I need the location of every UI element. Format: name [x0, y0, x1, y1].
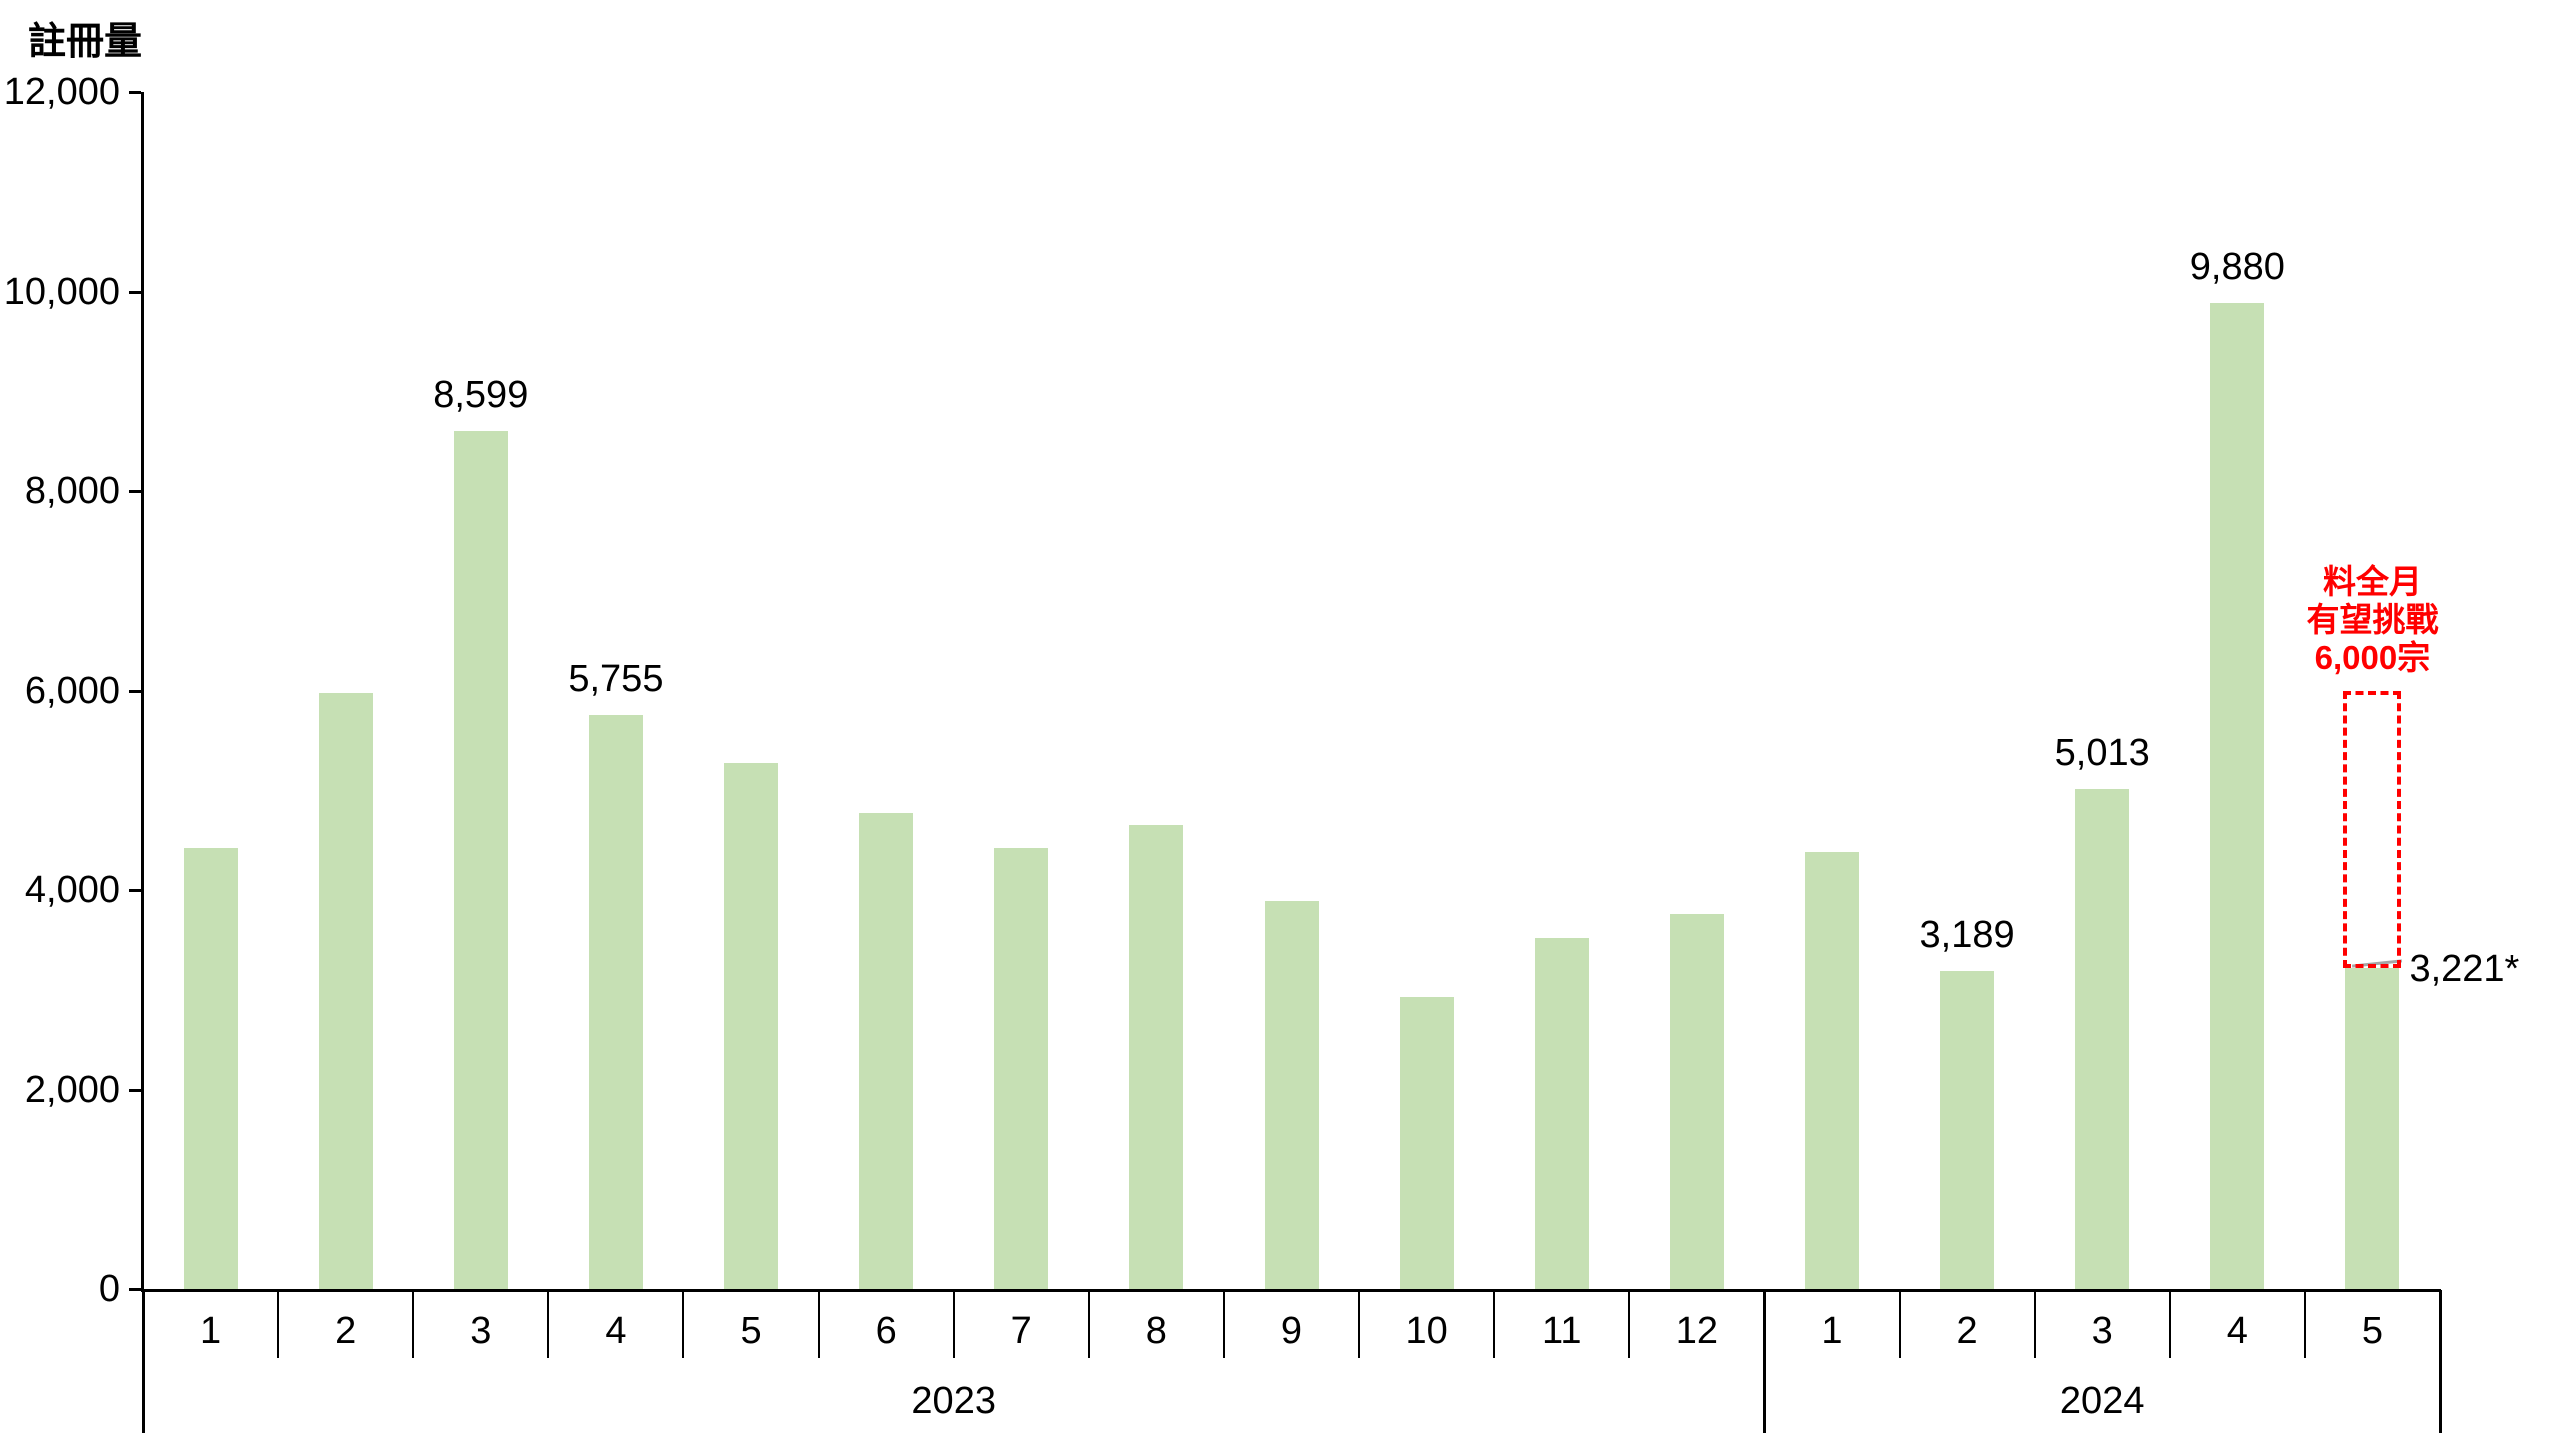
bar-2023-7: [994, 848, 1049, 1289]
forecast-annotation-text: 料全月 有望挑戰 6,000宗: [2306, 562, 2439, 676]
y-axis-tick: [129, 1088, 141, 1092]
forecast-dashed-box: [2343, 690, 2402, 968]
x-axis-month-label: 1: [199, 1310, 222, 1352]
x-axis-month-label: 6: [875, 1310, 897, 1352]
y-axis-tick: [129, 290, 141, 294]
x-axis-month-label: 11: [1542, 1310, 1582, 1352]
y-axis-tick: [129, 91, 141, 94]
y-axis-line: [141, 92, 144, 1292]
bar-2023-8: [1129, 825, 1184, 1289]
x-axis-month-label: 3: [2091, 1310, 2113, 1352]
data-label-2024-3: 5,013: [2054, 731, 2150, 774]
bar-2023-12: [1669, 913, 1724, 1289]
bar-2024-4: [2210, 303, 2265, 1289]
bar-2023-9: [1264, 900, 1319, 1289]
x-axis-month-label: 2: [335, 1310, 357, 1352]
month-divider: [547, 1290, 550, 1358]
x-axis-month-label: 1: [1821, 1310, 1843, 1352]
bar-2023-5: [724, 763, 779, 1289]
month-divider: [1493, 1290, 1496, 1358]
bar-2024-3: [2075, 788, 2130, 1289]
month-divider: [817, 1290, 820, 1358]
month-divider: [682, 1290, 685, 1358]
x-axis-month-label: 4: [2226, 1310, 2248, 1352]
year-boundary-line: [2438, 1290, 2442, 1433]
bar-2024-2: [1940, 970, 1995, 1289]
data-label-2024-4: 9,880: [2189, 246, 2285, 289]
x-axis-year-label-2023: 2023: [911, 1380, 996, 1422]
data-label-2023-3: 8,599: [433, 374, 529, 417]
x-axis-month-label: 2: [1956, 1310, 1978, 1352]
y-axis-tick: [129, 490, 141, 493]
bar-2023-11: [1534, 937, 1589, 1289]
month-divider: [1222, 1290, 1225, 1358]
y-axis-tick-label: 4,000: [24, 869, 120, 911]
x-axis-month-label: 3: [470, 1310, 492, 1352]
bar-2023-4: [588, 714, 643, 1289]
month-divider: [2168, 1290, 2171, 1358]
bar-2023-3: [453, 431, 508, 1289]
x-axis-month-label: 5: [2361, 1310, 2383, 1352]
bar-2023-2: [318, 692, 373, 1289]
data-label-2024-5: 3,221*: [2409, 947, 2520, 990]
year-boundary-line: [1762, 1290, 1766, 1433]
bar-2023-1: [183, 848, 238, 1289]
y-axis-tick: [129, 689, 141, 693]
month-divider: [277, 1290, 280, 1358]
bar-2024-5: [2345, 967, 2400, 1289]
y-axis-tick-label: 12,000: [3, 71, 120, 113]
y-axis-tick-label: 10,000: [3, 270, 120, 313]
x-axis-line: [141, 1289, 2441, 1292]
x-axis-year-label-2024: 2024: [2059, 1380, 2145, 1422]
month-divider: [1898, 1290, 1901, 1358]
bar-2024-1: [1804, 852, 1859, 1289]
bar-2023-6: [859, 813, 914, 1289]
data-label-2024-2: 3,189: [1919, 913, 2015, 956]
x-axis-month-label: 9: [1280, 1310, 1303, 1352]
x-axis-month-label: 7: [1010, 1310, 1032, 1352]
x-axis-month-label: 10: [1405, 1310, 1448, 1352]
x-axis-month-label: 5: [740, 1310, 762, 1352]
year-boundary-line: [141, 1290, 145, 1433]
month-divider: [2033, 1290, 2036, 1358]
data-label-2023-4: 5,755: [568, 657, 664, 700]
y-axis-title: 註冊量: [28, 21, 143, 63]
x-axis-month-label: 4: [605, 1310, 627, 1352]
y-axis-tick-label: 6,000: [24, 669, 120, 712]
y-axis-tick-label: 8,000: [24, 470, 120, 512]
month-divider: [412, 1290, 415, 1358]
month-divider: [1087, 1290, 1090, 1358]
x-axis-month-label: 8: [1145, 1310, 1167, 1352]
month-divider: [952, 1290, 955, 1358]
month-divider: [1358, 1290, 1361, 1358]
y-axis-tick: [129, 1288, 141, 1291]
bar-2023-10: [1399, 996, 1454, 1289]
y-axis-tick: [129, 889, 141, 892]
month-divider: [1628, 1290, 1631, 1358]
y-axis-tick-label: 2,000: [24, 1068, 120, 1111]
x-axis-month-label: 12: [1675, 1310, 1718, 1352]
month-divider: [2303, 1290, 2306, 1358]
y-axis-tick-label: 0: [98, 1268, 120, 1310]
